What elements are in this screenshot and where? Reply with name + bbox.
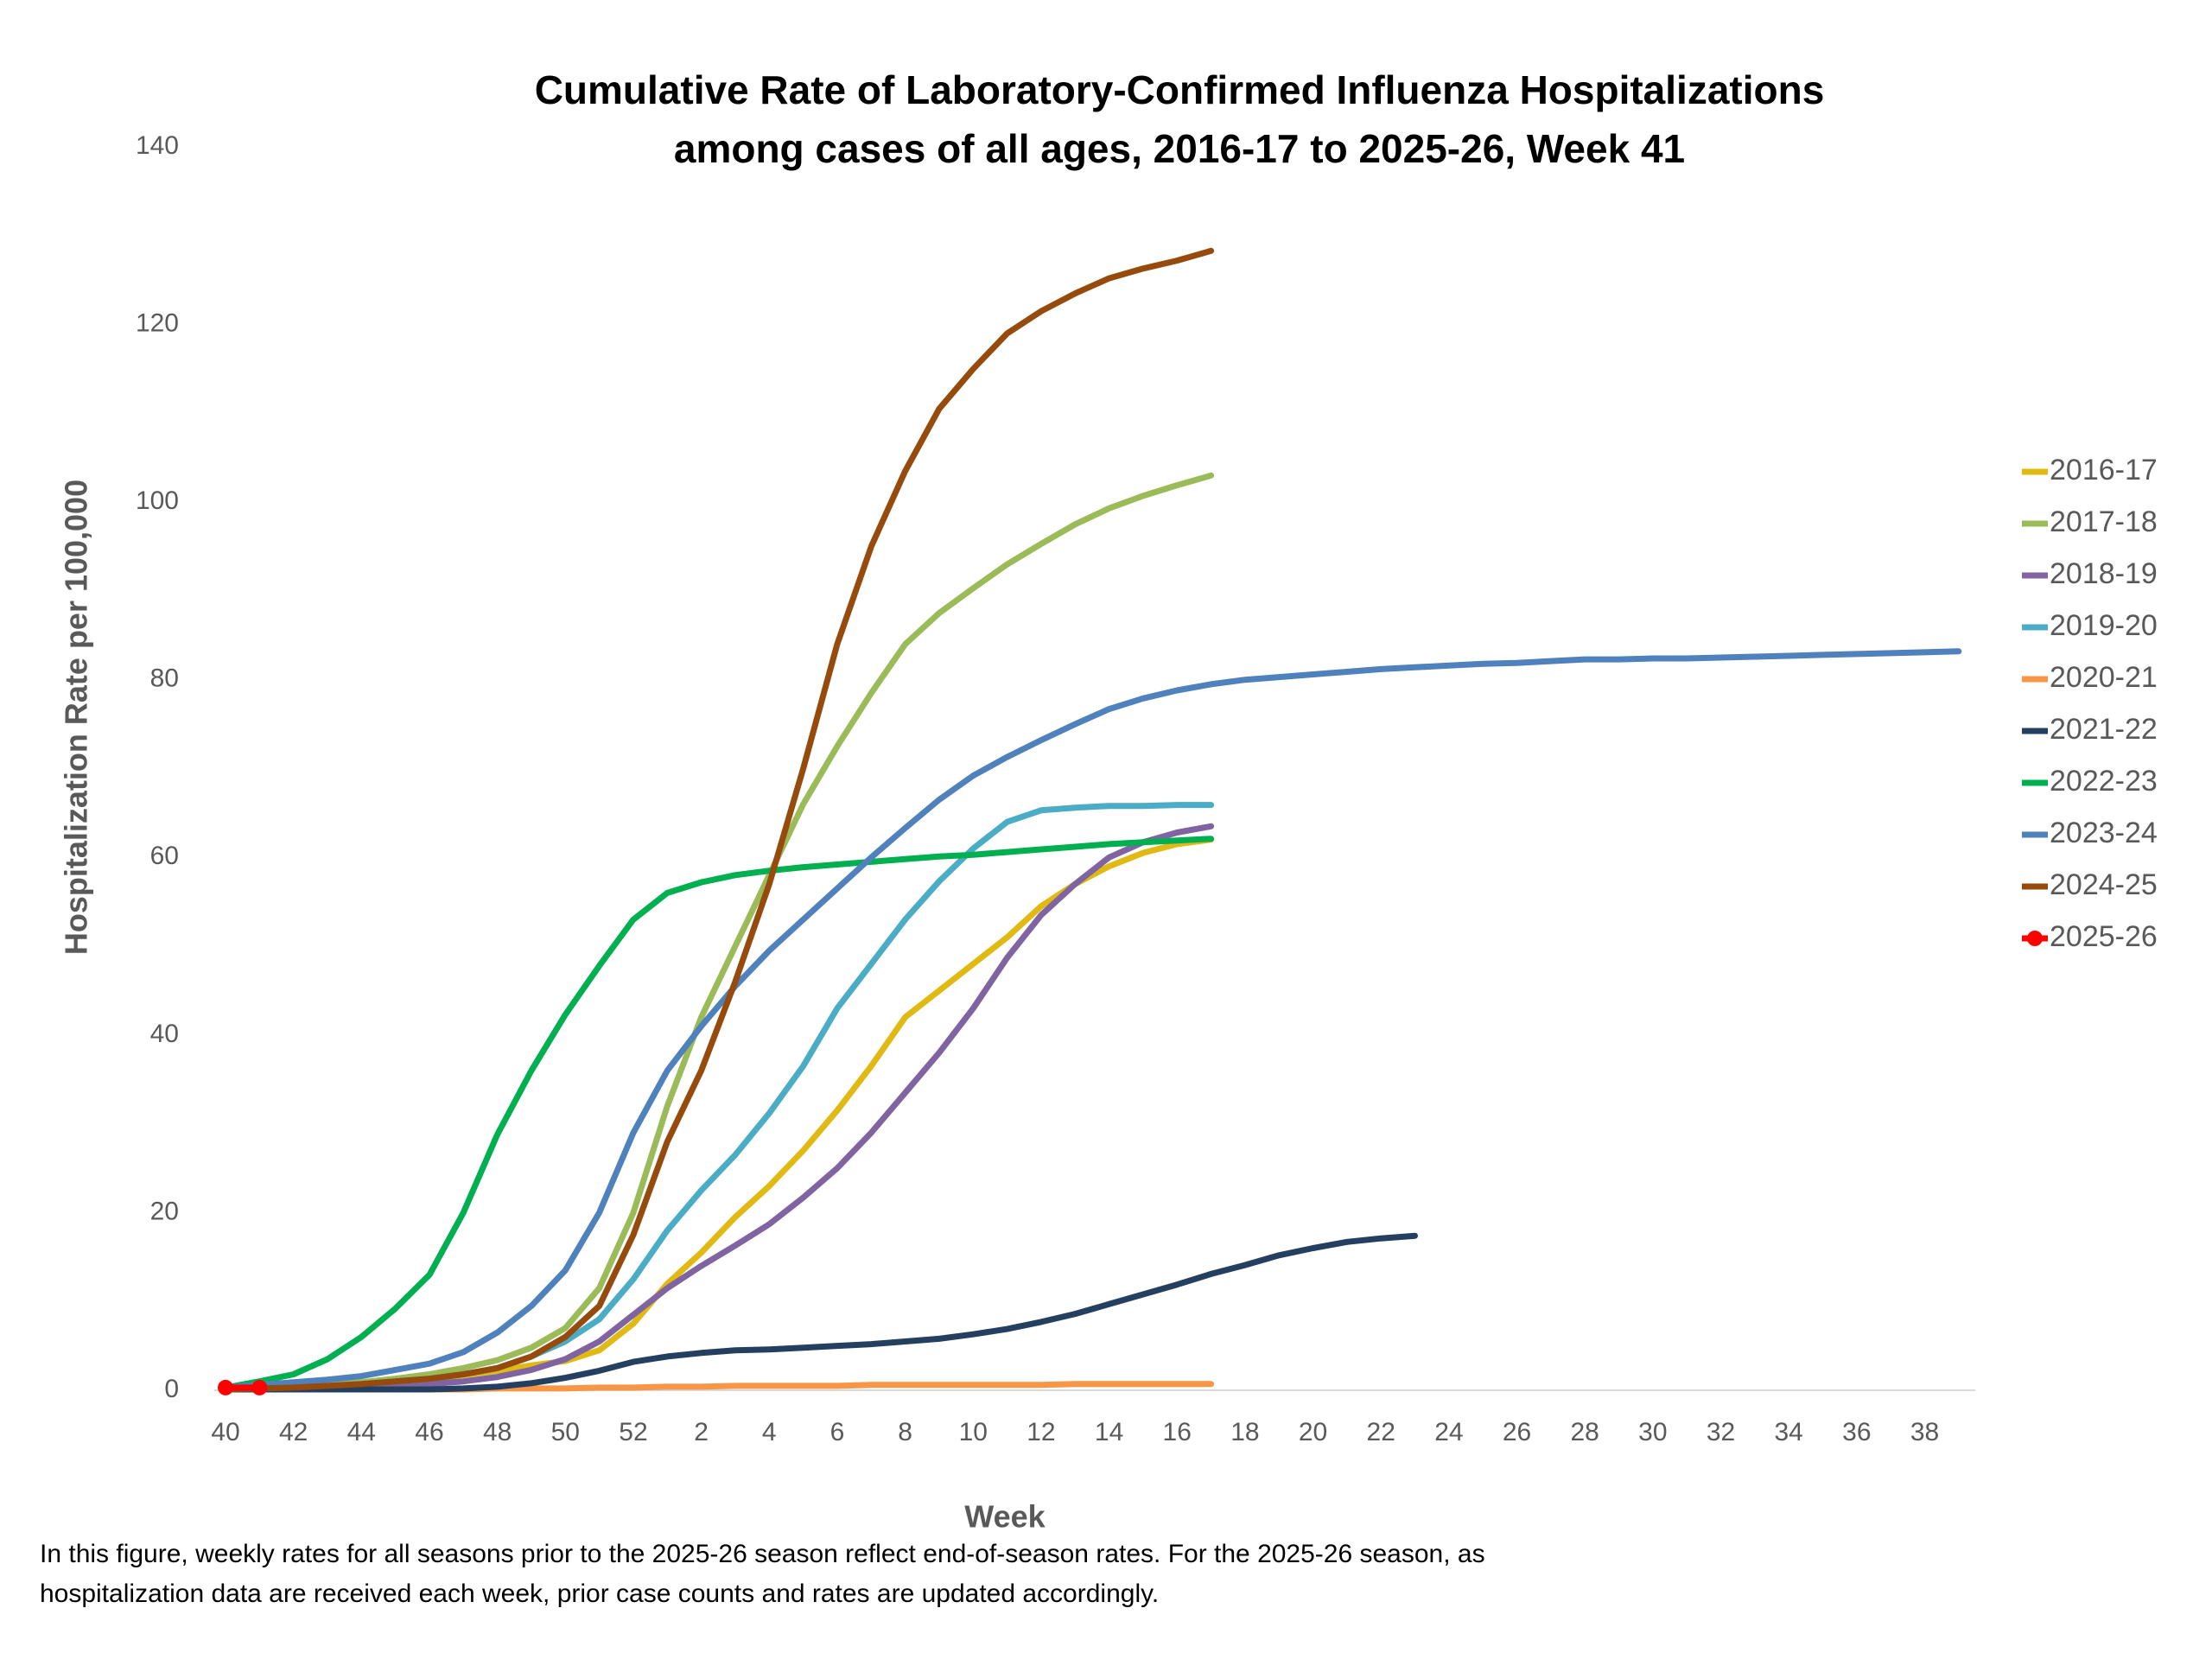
series-marker	[251, 1379, 268, 1395]
x-tick-label: 8	[898, 1418, 912, 1446]
legend-label: 2016-17	[2050, 454, 2158, 486]
legend-label: 2017-18	[2050, 505, 2158, 538]
series-line	[222, 648, 1962, 1391]
series-line	[222, 247, 1215, 1393]
legend-label: 2018-19	[2050, 557, 2158, 590]
series-line	[222, 836, 1215, 1393]
legend-label: 2024-25	[2050, 868, 2158, 901]
x-axis-label: Week	[964, 1499, 1046, 1535]
x-tick-label: 2	[694, 1418, 709, 1446]
x-tick-label: 30	[1638, 1418, 1667, 1446]
x-tick-label: 28	[1571, 1418, 1599, 1446]
legend-label: 2022-23	[2050, 765, 2158, 798]
y-tick-label: 100	[136, 486, 179, 515]
legend-label: 2021-22	[2050, 713, 2158, 746]
footnote: hospitalization data are received each w…	[40, 1580, 1159, 1608]
x-tick-label: 16	[1163, 1418, 1192, 1446]
y-tick-label: 80	[150, 664, 179, 693]
x-tick-label: 22	[1367, 1418, 1395, 1446]
x-tick-label: 4	[762, 1418, 777, 1446]
y-tick-label: 0	[164, 1375, 179, 1403]
x-tick-label: 46	[415, 1418, 443, 1446]
x-tick-label: 18	[1230, 1418, 1259, 1446]
legend-label: 2023-24	[2050, 817, 2158, 849]
x-tick-label: 48	[483, 1418, 512, 1446]
series-marker	[218, 1379, 233, 1395]
chart-title: Cumulative Rate of Laboratory-Confirmed …	[535, 67, 1825, 112]
legend-marker	[2027, 931, 2043, 946]
y-tick-label: 40	[150, 1020, 179, 1048]
x-tick-label: 42	[279, 1418, 308, 1446]
x-tick-label: 6	[830, 1418, 845, 1446]
x-tick-label: 36	[1842, 1418, 1871, 1446]
x-tick-label: 14	[1095, 1418, 1123, 1446]
x-tick-label: 44	[347, 1418, 376, 1446]
chart-title: among cases of all ages, 2016-17 to 2025…	[674, 126, 1685, 171]
x-tick-label: 32	[1707, 1418, 1735, 1446]
x-tick-label: 38	[1910, 1418, 1939, 1446]
x-tick-label: 50	[551, 1418, 580, 1446]
x-tick-label: 26	[1503, 1418, 1531, 1446]
x-tick-label: 12	[1027, 1418, 1055, 1446]
x-tick-label: 34	[1774, 1418, 1802, 1446]
x-tick-label: 20	[1299, 1418, 1327, 1446]
x-tick-label: 40	[211, 1418, 239, 1446]
legend-label: 2019-20	[2050, 609, 2158, 642]
series-line	[222, 823, 1215, 1393]
y-tick-label: 140	[136, 131, 179, 160]
x-tick-label: 24	[1434, 1418, 1463, 1446]
y-tick-label: 120	[136, 308, 179, 337]
x-tick-label: 10	[959, 1418, 988, 1446]
legend-label: 2025-26	[2050, 920, 2158, 953]
series-line	[222, 836, 1215, 1391]
x-tick-label: 52	[619, 1418, 647, 1446]
y-tick-label: 60	[150, 842, 179, 870]
footnote: In this figure, weekly rates for all sea…	[40, 1540, 1485, 1568]
legend-label: 2020-21	[2050, 661, 2158, 694]
series-line	[222, 1232, 1418, 1393]
y-tick-label: 20	[150, 1197, 179, 1225]
y-axis-label: Hospitalization Rate per 100,000	[59, 480, 94, 955]
